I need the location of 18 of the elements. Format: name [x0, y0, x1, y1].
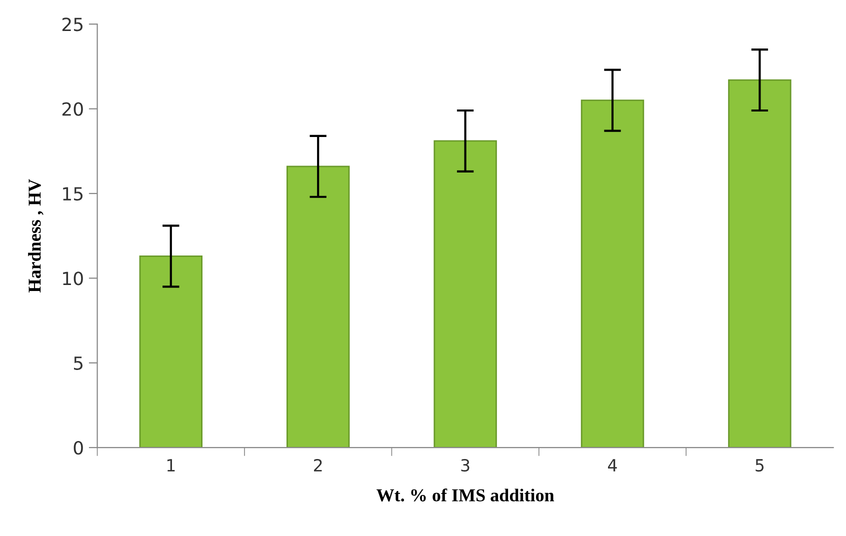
y-tick-label: 5 — [74, 356, 83, 370]
x-tick-label: 2 — [314, 458, 322, 472]
x-tick-label: 5 — [756, 459, 764, 472]
bar — [728, 79, 792, 448]
y-tick-label: 0 — [74, 441, 83, 455]
y-tick-label: 10 — [63, 272, 83, 286]
y-tick-label: 25 — [62, 18, 83, 32]
x-axis-title: Wt. % of IMS addition — [376, 488, 554, 502]
y-tick-label: 15 — [63, 187, 83, 201]
y-axis-title: Hardness , HV — [28, 179, 44, 292]
x-tick-label: 1 — [167, 459, 175, 472]
bar — [139, 255, 202, 448]
bar — [434, 140, 497, 448]
y-tick-label: 20 — [62, 102, 83, 116]
bar — [580, 100, 644, 448]
bar — [286, 166, 350, 448]
x-tick-label: 4 — [608, 459, 617, 472]
x-tick-label: 3 — [461, 458, 470, 472]
